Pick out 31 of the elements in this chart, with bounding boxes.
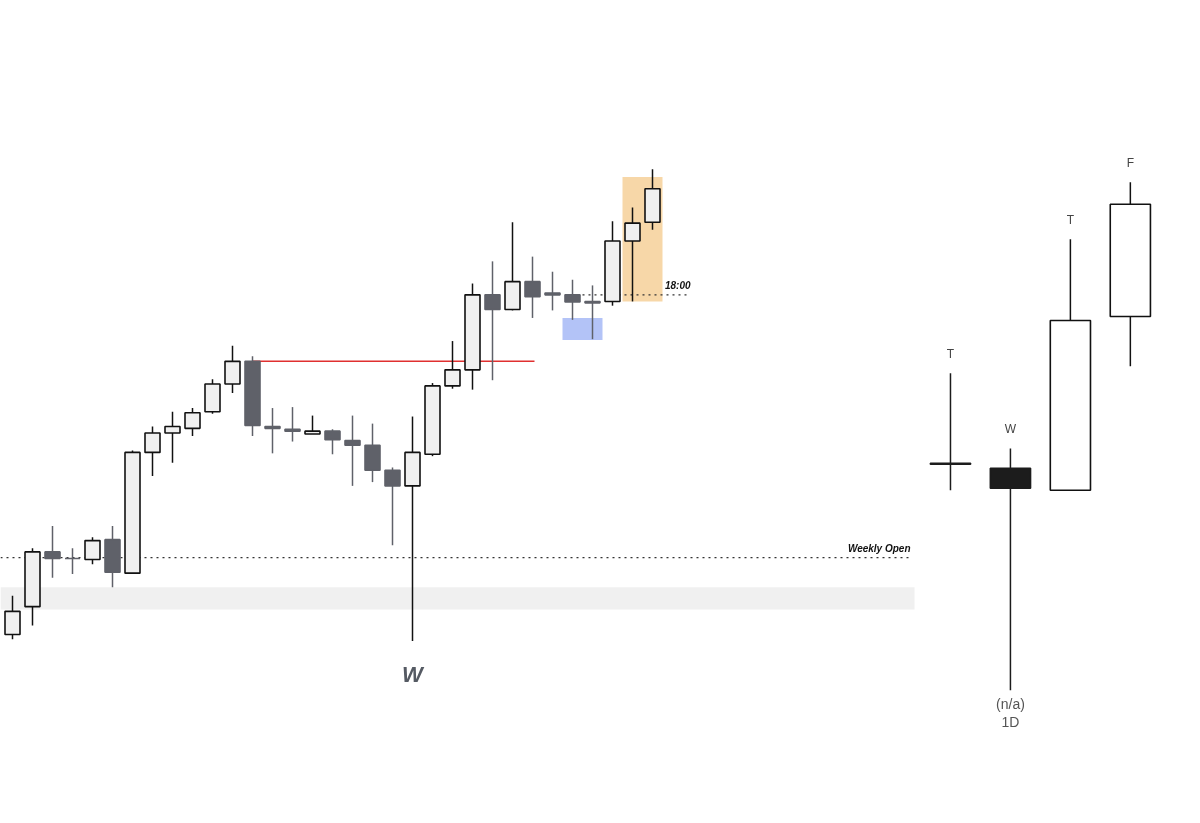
candlestick xyxy=(184,407,201,437)
candlestick xyxy=(544,270,561,312)
candlestick xyxy=(224,345,241,394)
candlestick xyxy=(989,447,1032,692)
candlestick xyxy=(284,406,301,443)
candlestick xyxy=(324,428,341,456)
text: 1D xyxy=(1001,713,1020,730)
candlestick xyxy=(584,284,601,340)
x-tick-label: F xyxy=(1126,155,1135,170)
text: 18:00 xyxy=(664,280,691,292)
candlestick xyxy=(524,255,541,319)
candlestick xyxy=(304,414,321,435)
x-tick-label: T xyxy=(946,346,955,361)
candlestick xyxy=(144,425,161,477)
candlestick xyxy=(44,525,61,579)
candlestick xyxy=(84,536,101,565)
x-tick-label: W xyxy=(1004,421,1017,436)
candlestick xyxy=(929,372,972,491)
candlestick xyxy=(64,547,81,575)
candlestick xyxy=(164,411,181,464)
x-tick-label: W xyxy=(402,661,426,687)
candlestick xyxy=(344,414,361,487)
text: (n/a) xyxy=(996,696,1025,713)
ref-line-label: Weekly Open xyxy=(847,542,911,554)
candlestick xyxy=(264,407,281,455)
candlestick xyxy=(384,466,401,547)
candlestick xyxy=(564,279,581,321)
candlestick xyxy=(444,340,461,390)
candlestick xyxy=(484,260,501,381)
x-tick-label: T xyxy=(1066,212,1075,227)
candlestick xyxy=(624,206,641,303)
